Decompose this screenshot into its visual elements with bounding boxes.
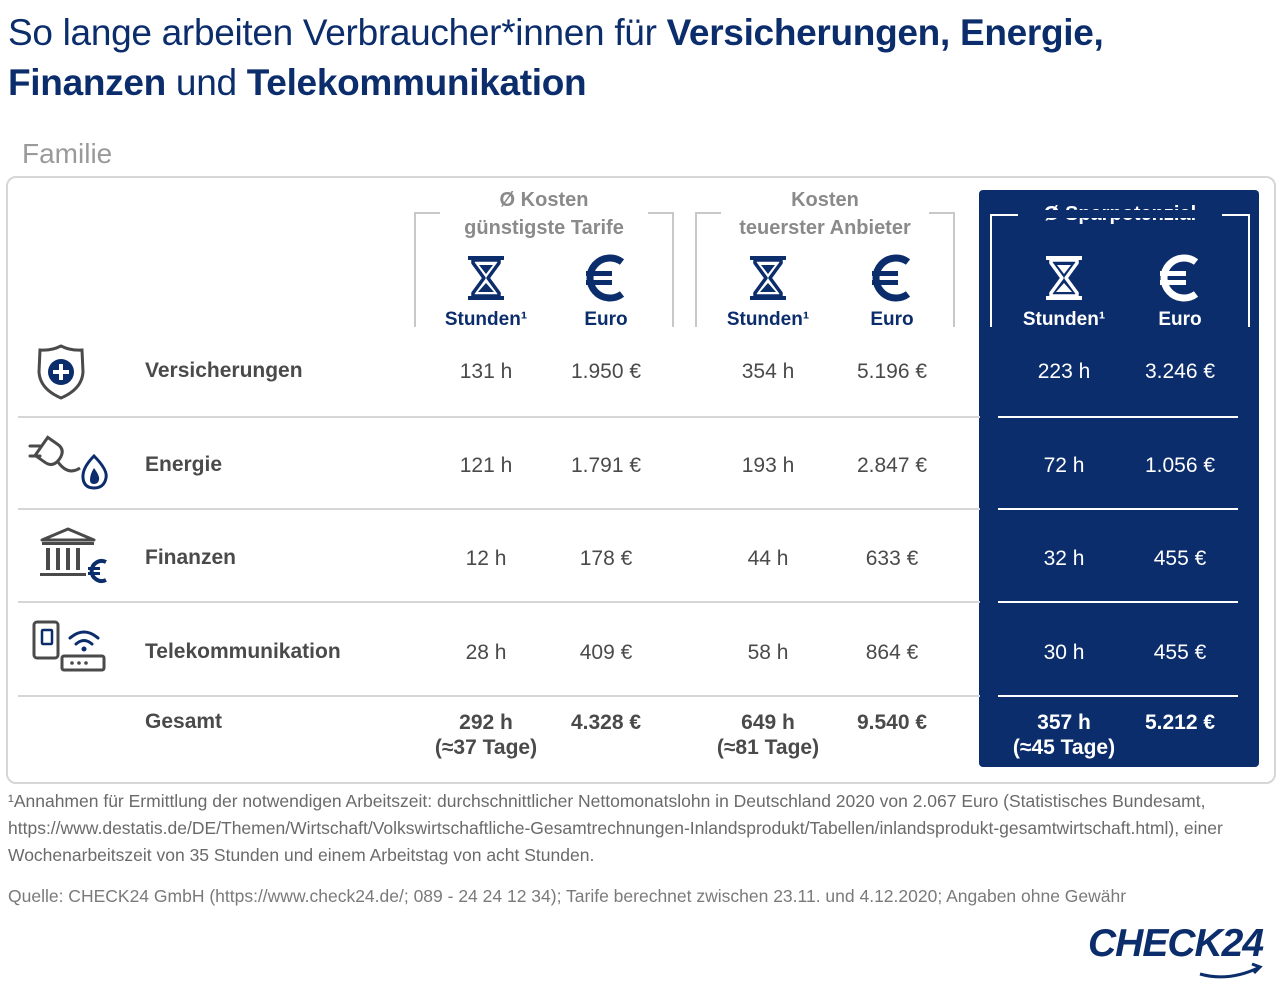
table-cell: 2.847 € xyxy=(856,454,928,477)
total-hours: 649 h xyxy=(741,711,795,734)
euro-icon xyxy=(1150,253,1210,303)
row-divider xyxy=(998,416,1238,418)
group-title-expensive-line2: teuerster Anbieter xyxy=(739,217,911,239)
group-title-expensive: Kosten teuerster Anbieter xyxy=(695,186,955,242)
table-cell: 223 h xyxy=(1037,360,1091,383)
group-title-cheapest: Ø Kosten günstigste Tarife xyxy=(414,186,674,242)
total-cell: 649 h (≈81 Tage) xyxy=(693,710,843,760)
col-label-euro: Euro xyxy=(1158,309,1202,330)
hourglass-icon xyxy=(738,253,798,303)
total-cell: 4.328 € xyxy=(570,711,642,734)
total-cell: 292 h (≈37 Tage) xyxy=(411,710,561,760)
total-cell: 357 h (≈45 Tage) xyxy=(989,710,1139,760)
group-title-expensive-line1: Kosten xyxy=(791,189,859,211)
table-cell: 1.056 € xyxy=(1144,454,1216,477)
hourglass-icon xyxy=(1034,253,1094,303)
total-hours: 357 h xyxy=(1037,711,1091,734)
table-cell: 633 € xyxy=(865,547,919,570)
row-divider xyxy=(18,695,980,697)
savings-highlight xyxy=(979,190,1259,767)
title-part-4: und xyxy=(165,62,247,103)
group-title-cheapest-line1: Ø Kosten xyxy=(499,189,589,211)
col-label-euro: Euro xyxy=(584,309,628,330)
section-label: Familie xyxy=(22,138,113,169)
row-divider xyxy=(998,508,1238,510)
row-divider xyxy=(18,508,980,510)
source-note: Quelle: CHECK24 GmbH (https://www.check2… xyxy=(8,886,1127,906)
table-cell: 864 € xyxy=(865,641,919,664)
table-cell: 409 € xyxy=(579,641,633,664)
total-hours: 292 h xyxy=(459,711,513,734)
row-divider xyxy=(998,695,1238,697)
table-cell: 30 h xyxy=(1043,641,1085,664)
bank-euro-icon xyxy=(40,527,107,583)
category-energie: Energie xyxy=(145,453,223,476)
row-divider xyxy=(18,416,980,418)
table-cell: 44 h xyxy=(747,547,789,570)
total-label: Gesamt xyxy=(145,710,223,733)
shield-plus-icon xyxy=(37,344,85,400)
logo-swoosh-icon xyxy=(1199,962,1263,979)
table-cell: 1.791 € xyxy=(570,454,642,477)
category-finanzen: Finanzen xyxy=(145,546,237,569)
category-versicherungen: Versicherungen xyxy=(145,359,303,382)
check24-logo: CHECK24 xyxy=(1088,922,1268,982)
col-label-euro: Euro xyxy=(870,309,914,330)
table-cell: 178 € xyxy=(579,547,633,570)
table-cell: 3.246 € xyxy=(1144,360,1216,383)
phone-router-icon xyxy=(32,620,106,672)
title-part-1: So lange arbeiten Verbraucher*innen für xyxy=(8,12,667,53)
table-cell: 455 € xyxy=(1153,641,1207,664)
footnote: ¹Annahmen für Ermittlung der notwendigen… xyxy=(8,791,1223,865)
group-title-cheapest-line2: günstigste Tarife xyxy=(464,217,624,239)
euro-icon xyxy=(862,253,922,303)
table-cell: 354 h xyxy=(741,360,795,383)
table-cell: 5.196 € xyxy=(856,360,928,383)
plug-flame-icon xyxy=(28,435,108,490)
category-telekommunikation: Telekommunikation xyxy=(145,640,341,663)
euro-icon xyxy=(576,253,636,303)
title-part-2: Versicherungen, Energie, xyxy=(666,12,1104,53)
title-part-3: Finanzen xyxy=(8,62,166,103)
table-cell: 1.950 € xyxy=(570,360,642,383)
logo-text: CHECK24 xyxy=(1088,922,1264,965)
table-cell: 32 h xyxy=(1043,547,1085,570)
table-panel xyxy=(6,176,1276,784)
table-cell: 131 h xyxy=(459,360,513,383)
page-title: So lange arbeiten Verbraucher*innen für … xyxy=(8,8,1272,108)
col-label-hours: Stunden¹ xyxy=(726,309,810,330)
table-cell: 12 h xyxy=(465,547,507,570)
hourglass-icon xyxy=(456,253,516,303)
col-label-hours: Stunden¹ xyxy=(444,309,528,330)
col-label-hours: Stunden¹ xyxy=(1022,309,1106,330)
total-cell: 5.212 € xyxy=(1144,711,1216,734)
total-days: (≈81 Tage) xyxy=(716,736,820,759)
table-cell: 28 h xyxy=(465,641,507,664)
table-cell: 72 h xyxy=(1043,454,1085,477)
table-cell: 121 h xyxy=(459,454,513,477)
row-divider xyxy=(18,601,980,603)
title-part-5: Telekommunikation xyxy=(246,62,587,103)
table-cell: 58 h xyxy=(747,641,789,664)
table-cell: 455 € xyxy=(1153,547,1207,570)
row-divider xyxy=(998,601,1238,603)
total-days: (≈37 Tage) xyxy=(434,736,538,759)
total-days: (≈45 Tage) xyxy=(1012,736,1116,759)
total-cell: 9.540 € xyxy=(856,711,928,734)
table-cell: 193 h xyxy=(741,454,795,477)
